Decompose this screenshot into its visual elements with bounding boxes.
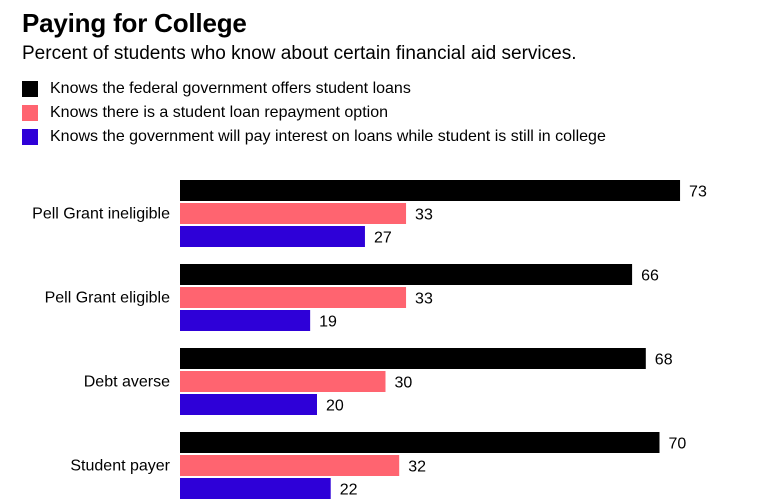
legend-swatch-black [22, 81, 38, 97]
legend-swatch-blue [22, 129, 38, 145]
category-label-debt-averse: Debt averse [84, 374, 170, 391]
bar-student-payer-repayment-option [180, 455, 400, 476]
bar-pell-grant-ineligible-interest-paid [180, 226, 365, 247]
bar-pell-grant-ineligible-federal-loans [180, 180, 681, 201]
bar-debt-averse-federal-loans [180, 348, 646, 369]
category-label-pell-grant-ineligible: Pell Grant ineligible [32, 206, 170, 223]
bar-group-pell-grant-ineligible: Pell Grant ineligible 73 33 27 [32, 180, 707, 247]
bar-pell-grant-eligible-federal-loans [180, 264, 633, 285]
value-label-debt-averse-interest-paid: 20 [326, 398, 344, 415]
value-label-student-payer-repayment-option: 32 [408, 459, 426, 476]
value-label-pell-grant-eligible-federal-loans: 66 [641, 268, 659, 285]
bar-group-pell-grant-eligible: Pell Grant eligible 66 33 19 [45, 264, 659, 331]
category-label-student-payer: Student payer [70, 458, 170, 475]
value-label-student-payer-interest-paid: 22 [340, 482, 358, 499]
value-label-pell-grant-ineligible-interest-paid: 27 [374, 230, 392, 247]
legend-label-federal-loans: Knows the federal government offers stud… [50, 80, 411, 97]
bar-pell-grant-eligible-repayment-option [180, 287, 407, 308]
value-label-pell-grant-eligible-repayment-option: 33 [415, 291, 433, 308]
value-label-student-payer-federal-loans: 70 [669, 436, 687, 453]
legend-swatch-pink [22, 105, 38, 121]
bar-group-student-payer: Student payer 70 32 22 [70, 432, 686, 499]
bar-group-debt-averse: Debt averse 68 30 20 [84, 348, 673, 415]
bar-student-payer-interest-paid [180, 478, 331, 499]
bar-debt-averse-repayment-option [180, 371, 386, 392]
legend-label-repayment-option: Knows there is a student loan repayment … [50, 104, 388, 121]
bar-student-payer-federal-loans [180, 432, 660, 453]
category-label-pell-grant-eligible: Pell Grant eligible [45, 290, 171, 307]
value-label-pell-grant-ineligible-federal-loans: 73 [689, 184, 707, 201]
value-label-pell-grant-eligible-interest-paid: 19 [319, 314, 337, 331]
chart-subtitle: Percent of students who know about certa… [22, 43, 577, 64]
bar-pell-grant-eligible-interest-paid [180, 310, 311, 331]
chart-title: Paying for College [22, 8, 247, 38]
value-label-debt-averse-repayment-option: 30 [395, 375, 413, 392]
value-label-pell-grant-ineligible-repayment-option: 33 [415, 207, 433, 224]
bar-pell-grant-ineligible-repayment-option [180, 203, 407, 224]
bar-debt-averse-interest-paid [180, 394, 317, 415]
legend-label-interest-paid: Knows the government will pay interest o… [50, 128, 606, 145]
value-label-debt-averse-federal-loans: 68 [655, 352, 673, 369]
